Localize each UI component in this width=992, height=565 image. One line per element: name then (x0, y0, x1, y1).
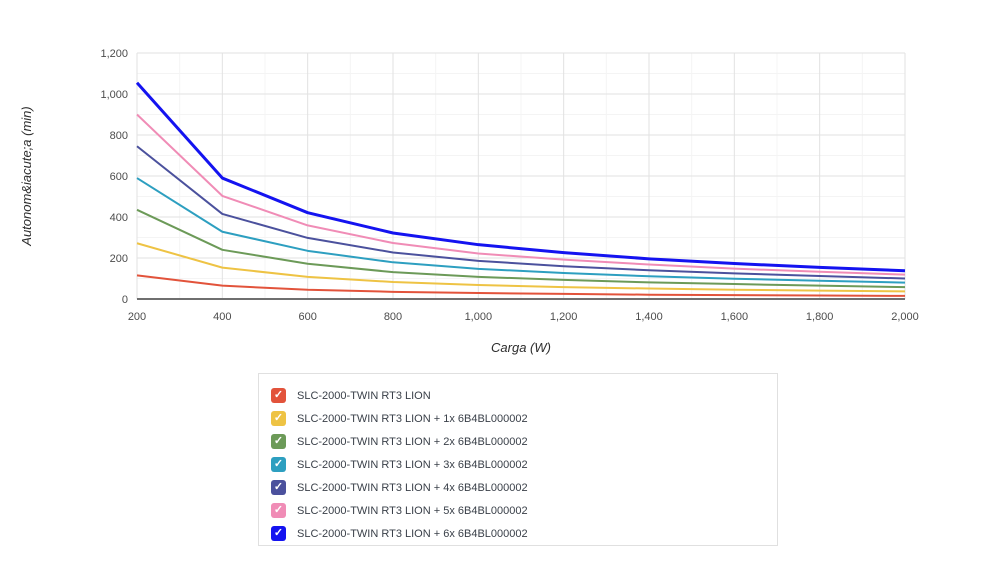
x-tick-label: 200 (128, 311, 146, 323)
series-checkbox-icon[interactable]: ✓ (271, 503, 286, 518)
legend-item-4[interactable]: ✓ SLC-2000-TWIN RT3 LION + 4x 6B4BL000002 (271, 476, 777, 499)
x-tick-label: 1,200 (550, 311, 578, 323)
series-checkbox-icon[interactable]: ✓ (271, 457, 286, 472)
x-tick-label: 1,000 (465, 311, 493, 323)
series-checkbox-icon[interactable]: ✓ (271, 411, 286, 426)
y-tick-label: 0 (122, 294, 128, 306)
legend-item-3[interactable]: ✓ SLC-2000-TWIN RT3 LION + 3x 6B4BL000002 (271, 453, 777, 476)
legend-item-label: SLC-2000-TWIN RT3 LION + 2x 6B4BL000002 (297, 435, 528, 448)
legend-item-6[interactable]: ✓ SLC-2000-TWIN RT3 LION + 6x 6B4BL000002 (271, 522, 777, 545)
y-tick-label: 400 (110, 212, 128, 224)
series-line-2 (136, 208, 906, 289)
series-line-5 (136, 113, 906, 276)
legend-item-2[interactable]: ✓ SLC-2000-TWIN RT3 LION + 2x 6B4BL000002 (271, 430, 777, 453)
series-checkbox-icon[interactable]: ✓ (271, 434, 286, 449)
legend-item-5[interactable]: ✓ SLC-2000-TWIN RT3 LION + 5x 6B4BL000002 (271, 499, 777, 522)
legend-item-label: SLC-2000-TWIN RT3 LION + 3x 6B4BL000002 (297, 458, 528, 471)
y-tick-label: 600 (110, 171, 128, 183)
x-tick-label: 1,400 (635, 311, 663, 323)
legend-item-label: SLC-2000-TWIN RT3 LION (297, 389, 431, 402)
series-line-1 (136, 242, 906, 293)
series-checkbox-icon[interactable]: ✓ (271, 526, 286, 541)
series-checkbox-icon[interactable]: ✓ (271, 480, 286, 495)
series-line-0 (136, 274, 906, 297)
legend-item-1[interactable]: ✓ SLC-2000-TWIN RT3 LION + 1x 6B4BL000002 (271, 407, 777, 430)
x-tick-label: 800 (384, 311, 402, 323)
y-tick-label: 1,200 (100, 48, 128, 60)
y-tick-label: 800 (110, 130, 128, 142)
y-axis-title: Autonom&iacute;a (min) (19, 106, 34, 246)
chart-legend: ✓ SLC-2000-TWIN RT3 LION ✓ SLC-2000-TWIN RT… (258, 373, 778, 546)
series-checkbox-icon[interactable]: ✓ (271, 388, 286, 403)
y-tick-label: 200 (110, 253, 128, 265)
x-tick-label: 2,000 (891, 311, 919, 323)
legend-item-label: SLC-2000-TWIN RT3 LION + 1x 6B4BL000002 (297, 412, 528, 425)
y-tick-label: 1,000 (100, 89, 128, 101)
x-axis-title: Carga (W) (491, 340, 551, 355)
series-line-3 (136, 177, 906, 284)
series-line-4 (136, 145, 906, 280)
series-line-6 (135, 81, 906, 273)
legend-item-label: SLC-2000-TWIN RT3 LION + 4x 6B4BL000002 (297, 481, 528, 494)
autonomy-line-chart: 200 400 600 800 1,000 1,200 1,400 1,600 1,800 2,0… (19, 48, 919, 355)
legend-item-label: SLC-2000-TWIN RT3 LION + 6x 6B4BL000002 (297, 527, 528, 540)
x-tick-label: 400 (213, 311, 231, 323)
x-tick-label: 1,600 (721, 311, 749, 323)
legend-item-0[interactable]: ✓ SLC-2000-TWIN RT3 LION (271, 384, 777, 407)
x-tick-label: 600 (298, 311, 316, 323)
x-tick-label: 1,800 (806, 311, 834, 323)
legend-item-label: SLC-2000-TWIN RT3 LION + 5x 6B4BL000002 (297, 504, 528, 517)
